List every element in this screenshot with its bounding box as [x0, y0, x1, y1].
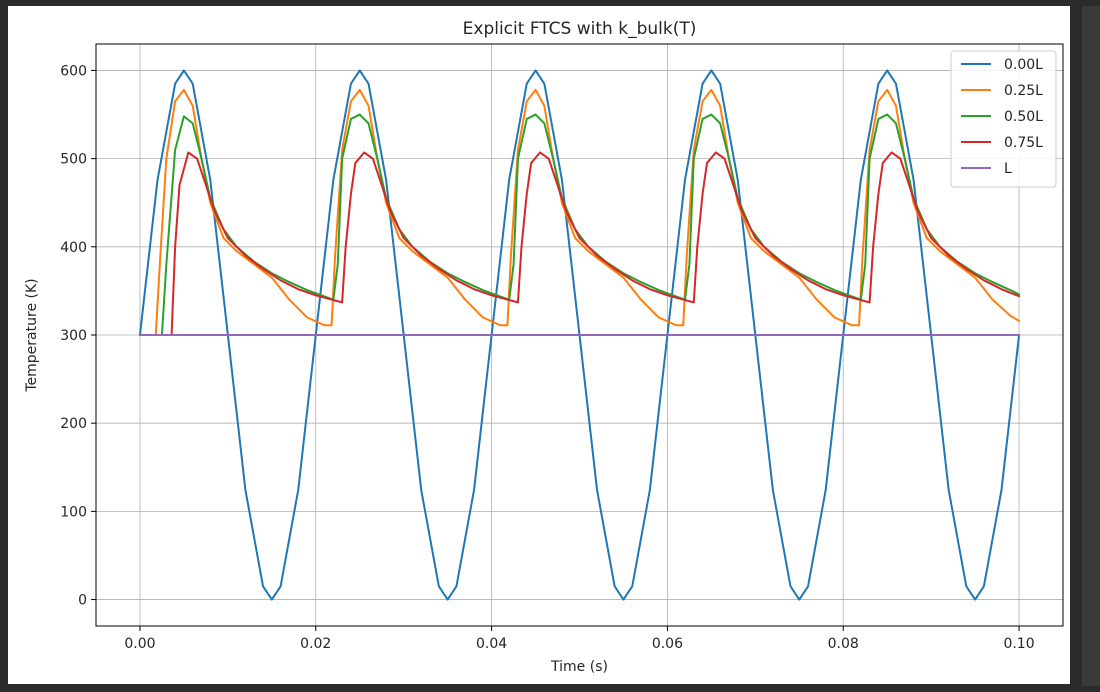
chart-figure: 0.00 0.02 0.04 0.06 0.08 0.10 0 100 200 300 400 500… — [8, 6, 1070, 684]
y-tick-label: 600 — [60, 63, 87, 79]
x-tick-label: 0.04 — [476, 636, 507, 652]
chart-title: Explicit FTCS with k_bulk(T) — [463, 19, 697, 39]
series-layer — [138, 69, 1021, 601]
y-tick-label: 400 — [60, 240, 87, 256]
y-tick-label: 100 — [60, 504, 87, 520]
x-tick-label: 0.10 — [1003, 636, 1034, 652]
series-line-0-25l — [138, 88, 1021, 336]
legend-label: 0.50L — [1004, 109, 1043, 125]
y-tick-label: 200 — [60, 416, 87, 432]
y-axis-label: Temperature (K) — [24, 278, 40, 392]
x-tick-label: 0.00 — [124, 636, 155, 652]
x-tick-label: 0.02 — [300, 636, 331, 652]
x-axis-label: Time (s) — [550, 659, 608, 675]
legend-label: 0.25L — [1004, 83, 1043, 99]
y-tick-label: 300 — [60, 328, 87, 344]
top-dark-strip — [0, 0, 1100, 6]
x-tick-label: 0.06 — [652, 636, 683, 652]
series-line-0-50l — [138, 113, 1021, 336]
x-tick-label: 0.08 — [828, 636, 859, 652]
scrollbar-gutter — [1082, 6, 1100, 686]
y-tick-label: 0 — [78, 593, 87, 609]
scrollbar-track[interactable] — [1070, 0, 1100, 692]
legend-label: L — [1004, 161, 1012, 177]
series-line-0-75l — [138, 151, 1021, 336]
ticks-layer: 0.00 0.02 0.04 0.06 0.08 0.10 0 100 200 300 400 500… — [60, 63, 1034, 652]
legend-label: 0.75L — [1004, 135, 1043, 151]
chart-svg: 0.00 0.02 0.04 0.06 0.08 0.10 0 100 200 300 400 500… — [24, 19, 1064, 675]
y-tick-label: 500 — [60, 152, 87, 168]
legend-box — [950, 50, 1057, 188]
legend: 0.00L 0.25L 0.50L 0.75L L — [950, 50, 1057, 188]
legend-label: 0.00L — [1004, 57, 1043, 73]
